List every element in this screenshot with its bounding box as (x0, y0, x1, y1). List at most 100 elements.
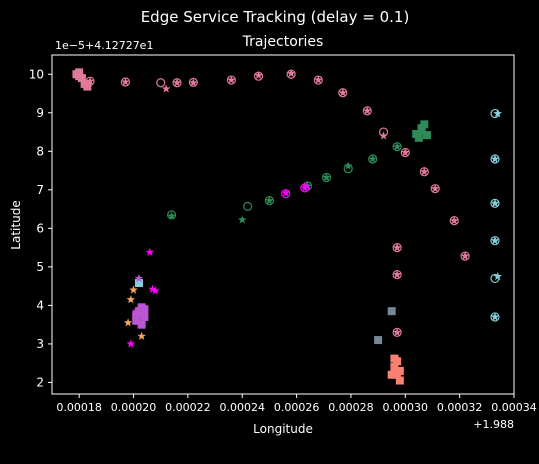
y-tick-label: 4 (36, 298, 44, 312)
star-point (343, 161, 353, 170)
star-point (281, 188, 290, 197)
square-point (132, 311, 141, 320)
y-offset-label: 1e−5+4.12727e1 (55, 39, 153, 52)
star-point (126, 339, 136, 348)
star-point (460, 251, 470, 260)
x-tick-label: 0.00024 (219, 401, 265, 414)
x-tick-label: 0.00018 (56, 401, 102, 414)
y-tick-label: 6 (36, 221, 44, 235)
circle-point (243, 201, 253, 211)
star-point (265, 196, 274, 205)
x-tick-label: 0.00034 (491, 401, 537, 414)
square-point (83, 82, 92, 91)
star-point (490, 198, 500, 207)
star-point (121, 77, 130, 86)
star-point (161, 84, 171, 93)
y-tick-label: 3 (36, 337, 44, 351)
square-point (134, 279, 143, 288)
x-tick-label: 0.00030 (383, 401, 429, 414)
star-point (145, 247, 155, 256)
square-point (72, 70, 81, 79)
star-point (493, 272, 502, 281)
x-tick-label: 0.00022 (165, 401, 211, 414)
y-axis-label: Latitude (9, 200, 23, 249)
star-point (237, 215, 247, 224)
y-tick-label: 7 (36, 183, 44, 197)
square-point (374, 336, 383, 345)
star-point (392, 327, 402, 336)
star-point (420, 167, 429, 176)
y-axis-ticks: 2 3 4 5 6 7 8 9 10 (29, 67, 52, 389)
x-tick-label: 0.00026 (274, 401, 320, 414)
square-point (137, 320, 146, 329)
star-point (392, 243, 402, 252)
star-point (137, 331, 146, 340)
series-7 (387, 354, 404, 385)
star-point (303, 181, 312, 190)
x-tick-label: 0.00032 (437, 401, 483, 414)
square-point (393, 370, 402, 379)
square-point (390, 354, 399, 363)
square-point (390, 363, 399, 372)
star-point (392, 142, 402, 151)
y-tick-label: 2 (36, 375, 44, 389)
x-offset-label: +1.988 (473, 418, 514, 431)
square-point (387, 370, 396, 379)
y-tick-label: 5 (36, 260, 44, 274)
star-point (129, 285, 138, 294)
star-point (126, 295, 136, 304)
circle-point (156, 78, 166, 88)
star-point (322, 173, 331, 182)
star-point (134, 273, 144, 283)
star-point (254, 70, 263, 80)
y-tick-label: 9 (36, 106, 44, 120)
series-2 (126, 183, 310, 348)
star-point (148, 284, 157, 293)
star-point (379, 131, 388, 140)
square-point (412, 129, 421, 138)
plot-frame (51, 54, 515, 395)
star-point (314, 75, 323, 84)
star-point (286, 68, 296, 78)
axes-title: Trajectories (242, 34, 324, 50)
star-point (490, 154, 500, 163)
series-0 (72, 68, 470, 337)
series-1 (166, 120, 432, 224)
star-point (490, 236, 500, 245)
series-5 (132, 273, 149, 329)
series-3 (134, 108, 502, 322)
circle-point (166, 210, 177, 220)
star-point (167, 211, 176, 220)
star-point (300, 183, 310, 192)
y-tick-label: 10 (29, 67, 44, 81)
square-point (132, 316, 141, 325)
series-6 (374, 307, 396, 345)
star-point (401, 147, 410, 157)
series-4 (123, 285, 146, 340)
star-point (227, 75, 236, 84)
x-axis-ticks: 0.00018 0.00020 0.00022 0.00024 0.00026 0.000… (56, 394, 537, 414)
star-point (150, 286, 160, 295)
square-point (140, 312, 149, 321)
square-point (423, 131, 432, 140)
star-point (338, 88, 348, 97)
figure-suptitle: Edge Service Tracking (delay = 0.1) (141, 8, 410, 26)
y-tick-label: 8 (36, 144, 44, 158)
plot-marks (72, 68, 502, 385)
x-tick-label: 0.00020 (111, 401, 157, 414)
x-axis-label: Longitude (253, 422, 313, 436)
star-point (172, 78, 182, 87)
square-point (417, 124, 426, 133)
square-point (140, 305, 149, 314)
square-point (387, 307, 396, 316)
star-point (392, 270, 402, 279)
star-point (493, 109, 502, 118)
star-point (362, 106, 372, 115)
star-point (85, 76, 95, 85)
star-point (449, 216, 459, 225)
star-point (430, 184, 440, 193)
x-tick-label: 0.00028 (328, 401, 374, 414)
star-point (189, 78, 198, 87)
star-point (490, 312, 500, 321)
